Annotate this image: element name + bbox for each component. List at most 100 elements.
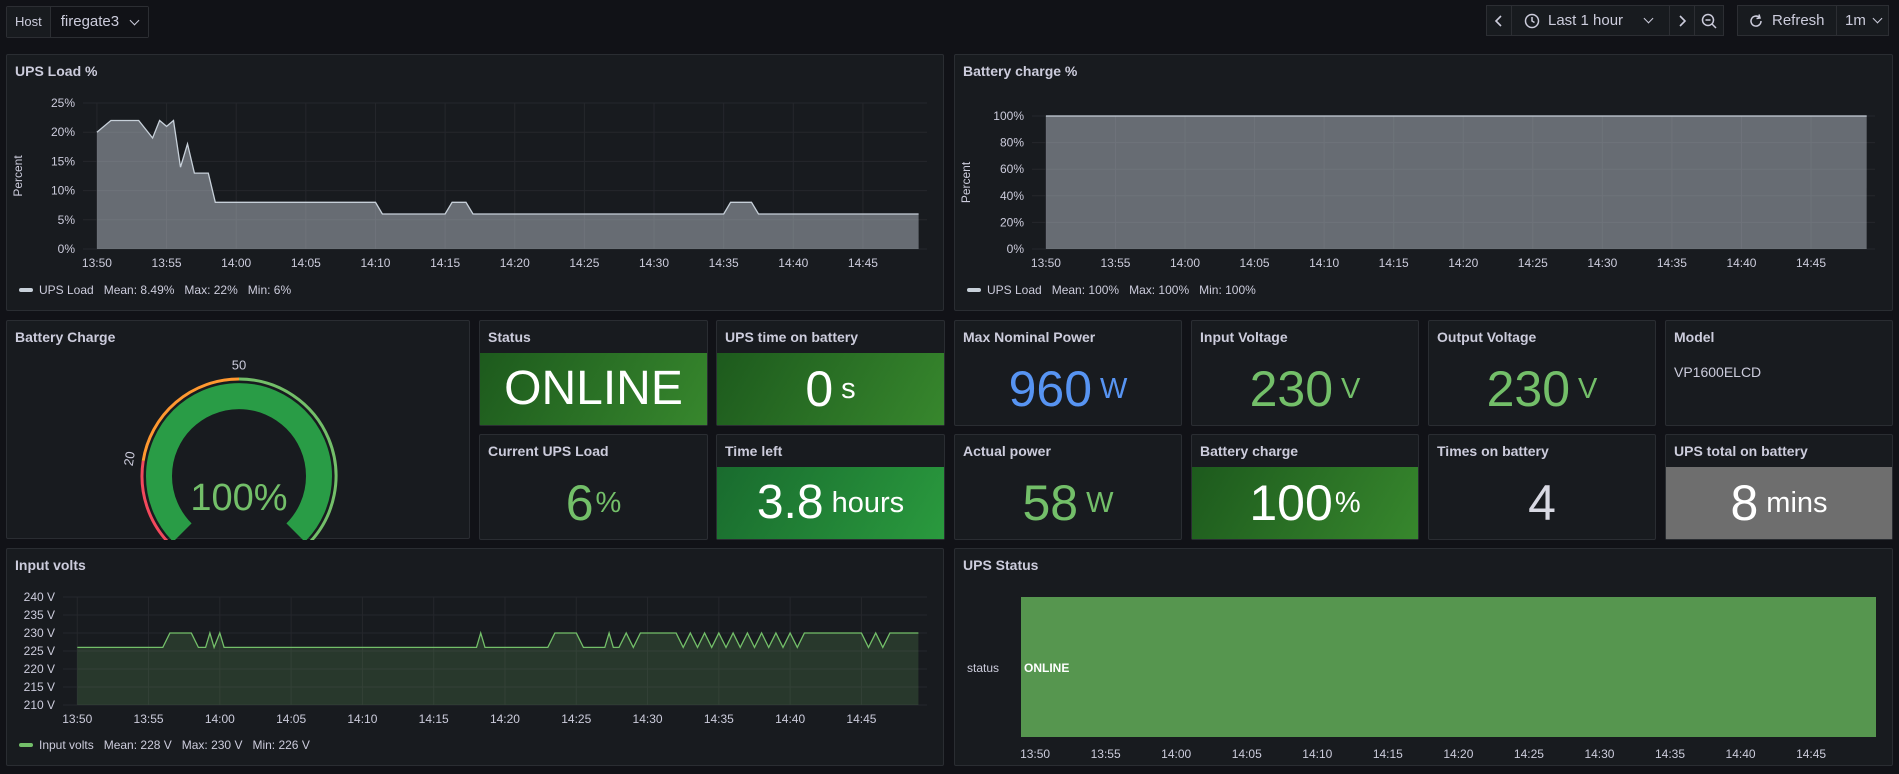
time-range-picker[interactable]: Last 1 hour [1511,5,1670,36]
panel-total-on-battery: UPS total on battery 8 mins [1665,434,1893,540]
panel-title: Input volts [15,557,86,573]
x-tick-label: 14:40 [1726,256,1756,270]
zoom-out-button[interactable] [1694,5,1724,36]
battery-gauge: 02050100 [121,357,338,540]
x-tick-label: 13:55 [134,712,164,726]
x-tick-label: 14:15 [1379,256,1409,270]
stat-background [717,353,944,425]
stat-value-container: 0 s [717,353,944,425]
panel-title: Current UPS Load [488,443,609,459]
panel-title: Battery Charge [15,329,116,345]
legend-swatch [19,288,33,292]
x-tick-label: 14:45 [1796,256,1826,270]
stat-value: 100 [1249,475,1333,531]
x-tick-label: 13:50 [62,712,92,726]
stat-value: 230 [1249,361,1334,417]
x-tick-label: 14:00 [205,712,235,726]
stat-value: 960 [1008,361,1093,417]
status-value: ONLINE [504,362,683,415]
state-segment-online[interactable] [1021,597,1876,737]
y-tick-label: 15% [51,154,75,168]
stat-background [1192,467,1418,539]
x-tick-label: 14:35 [704,712,734,726]
stat-value-container: ONLINE [480,353,707,425]
gauge-threshold-red [140,460,169,540]
y-tick-label: 5% [58,213,76,227]
x-tick-label: 14:10 [1302,747,1332,761]
legend-series-name[interactable]: UPS Load [39,283,94,297]
stat-unit: s [841,372,856,405]
legend-series-name[interactable]: Input volts [39,738,94,752]
refresh-button[interactable]: Refresh [1737,5,1837,36]
stat-unit: V [1578,372,1598,405]
y-tick-label: 225 V [24,644,55,658]
series-area [1045,116,1867,249]
panel-title: UPS total on battery [1674,443,1808,459]
dashboard-toolbar: Host firegate3 Last 1 hour Refresh 1m [0,0,1899,44]
y-tick-label: 220 V [24,662,55,676]
input-volts-chart: 210 V 215 V 220 V 225 V 230 V 235 V 240 V 13:50… [24,590,927,726]
x-tick-label: 14:10 [1309,256,1339,270]
panel-ups-load: UPS Load % 0% 5% 10% 15% 20% 25% 13:50 13:55 14:… [6,54,944,311]
time-range-forward-button[interactable] [1669,5,1695,36]
chevron-left-icon [1494,14,1502,27]
time-range-back-button[interactable] [1486,5,1512,36]
y-tick-label: 10% [51,184,75,198]
x-tick-label: 14:15 [430,256,460,270]
state-row-label: status [967,661,1000,675]
series-line [96,119,919,215]
x-tick-label: 14:35 [709,256,739,270]
x-tick-label: 14:40 [778,256,808,270]
chevron-right-icon [1679,14,1687,27]
x-tick-label: 14:30 [639,256,669,270]
panel-title: Time left [725,443,783,459]
panel-time-on-battery: UPS time on battery 0 s [716,320,945,426]
legend-min: Min: 6% [247,283,292,297]
legend-mean: Mean: 100% [1051,283,1120,297]
time-range-label: Last 1 hour [1548,12,1624,29]
refresh-interval-label: 1m [1845,12,1866,29]
state-segment-label: ONLINE [1024,661,1070,675]
y-tick-label: 0% [1007,242,1025,256]
stat-unit: mins [1766,486,1828,519]
y-axis-label: Percent [959,161,973,203]
model-value: VP1600ELCD [1674,364,1762,380]
stat-value-container: 230 V [1192,353,1418,425]
ups-load-chart: 0% 5% 10% 15% 20% 25% 13:50 13:55 14:00 14:05 14:1… [11,96,927,270]
x-tick-label: 14:45 [846,712,876,726]
x-tick-label: 14:45 [848,256,878,270]
stat-unit: V [1341,372,1361,405]
panel-model: Model VP1600ELCD [1665,320,1893,426]
host-select[interactable]: firegate3 [50,7,149,37]
gauge-threshold-green [238,377,338,540]
gauge-tick-label: 50 [232,357,246,372]
stat-value: 0 [805,361,834,417]
y-tick-label: 235 V [24,608,55,622]
stat-value-container: 8 mins [1666,467,1892,539]
panel-current-load: Current UPS Load 6 % [479,434,708,540]
x-tick-label: 14:30 [633,712,663,726]
legend-swatch [967,288,981,292]
stat-background [480,353,707,425]
legend-series-name[interactable]: UPS Load [987,283,1042,297]
panel-title: Times on battery [1437,443,1549,459]
legend-max: Max: 100% [1129,283,1190,297]
legend-mean: Mean: 8.49% [103,283,175,297]
panel-title: Status [488,329,531,345]
x-tick-label: 14:40 [1726,747,1756,761]
stat-value: 8 [1730,475,1759,531]
clock-icon [1524,13,1540,28]
x-tick-label: 13:50 [82,256,112,270]
x-tick-label: 14:10 [347,712,377,726]
panel-title: Model [1674,329,1715,345]
stat-value: 6 [565,475,594,531]
x-tick-label: 14:00 [221,256,251,270]
x-tick-label: 14:20 [500,256,530,270]
x-tick-label: 14:15 [1373,747,1403,761]
refresh-interval-picker[interactable]: 1m [1836,5,1889,36]
gauge-value: 100% [190,477,288,519]
x-tick-label: 14:35 [1655,747,1685,761]
panel-title: Battery charge % [963,63,1078,79]
x-tick-label: 13:50 [1031,256,1061,270]
x-tick-label: 13:55 [1091,747,1121,761]
